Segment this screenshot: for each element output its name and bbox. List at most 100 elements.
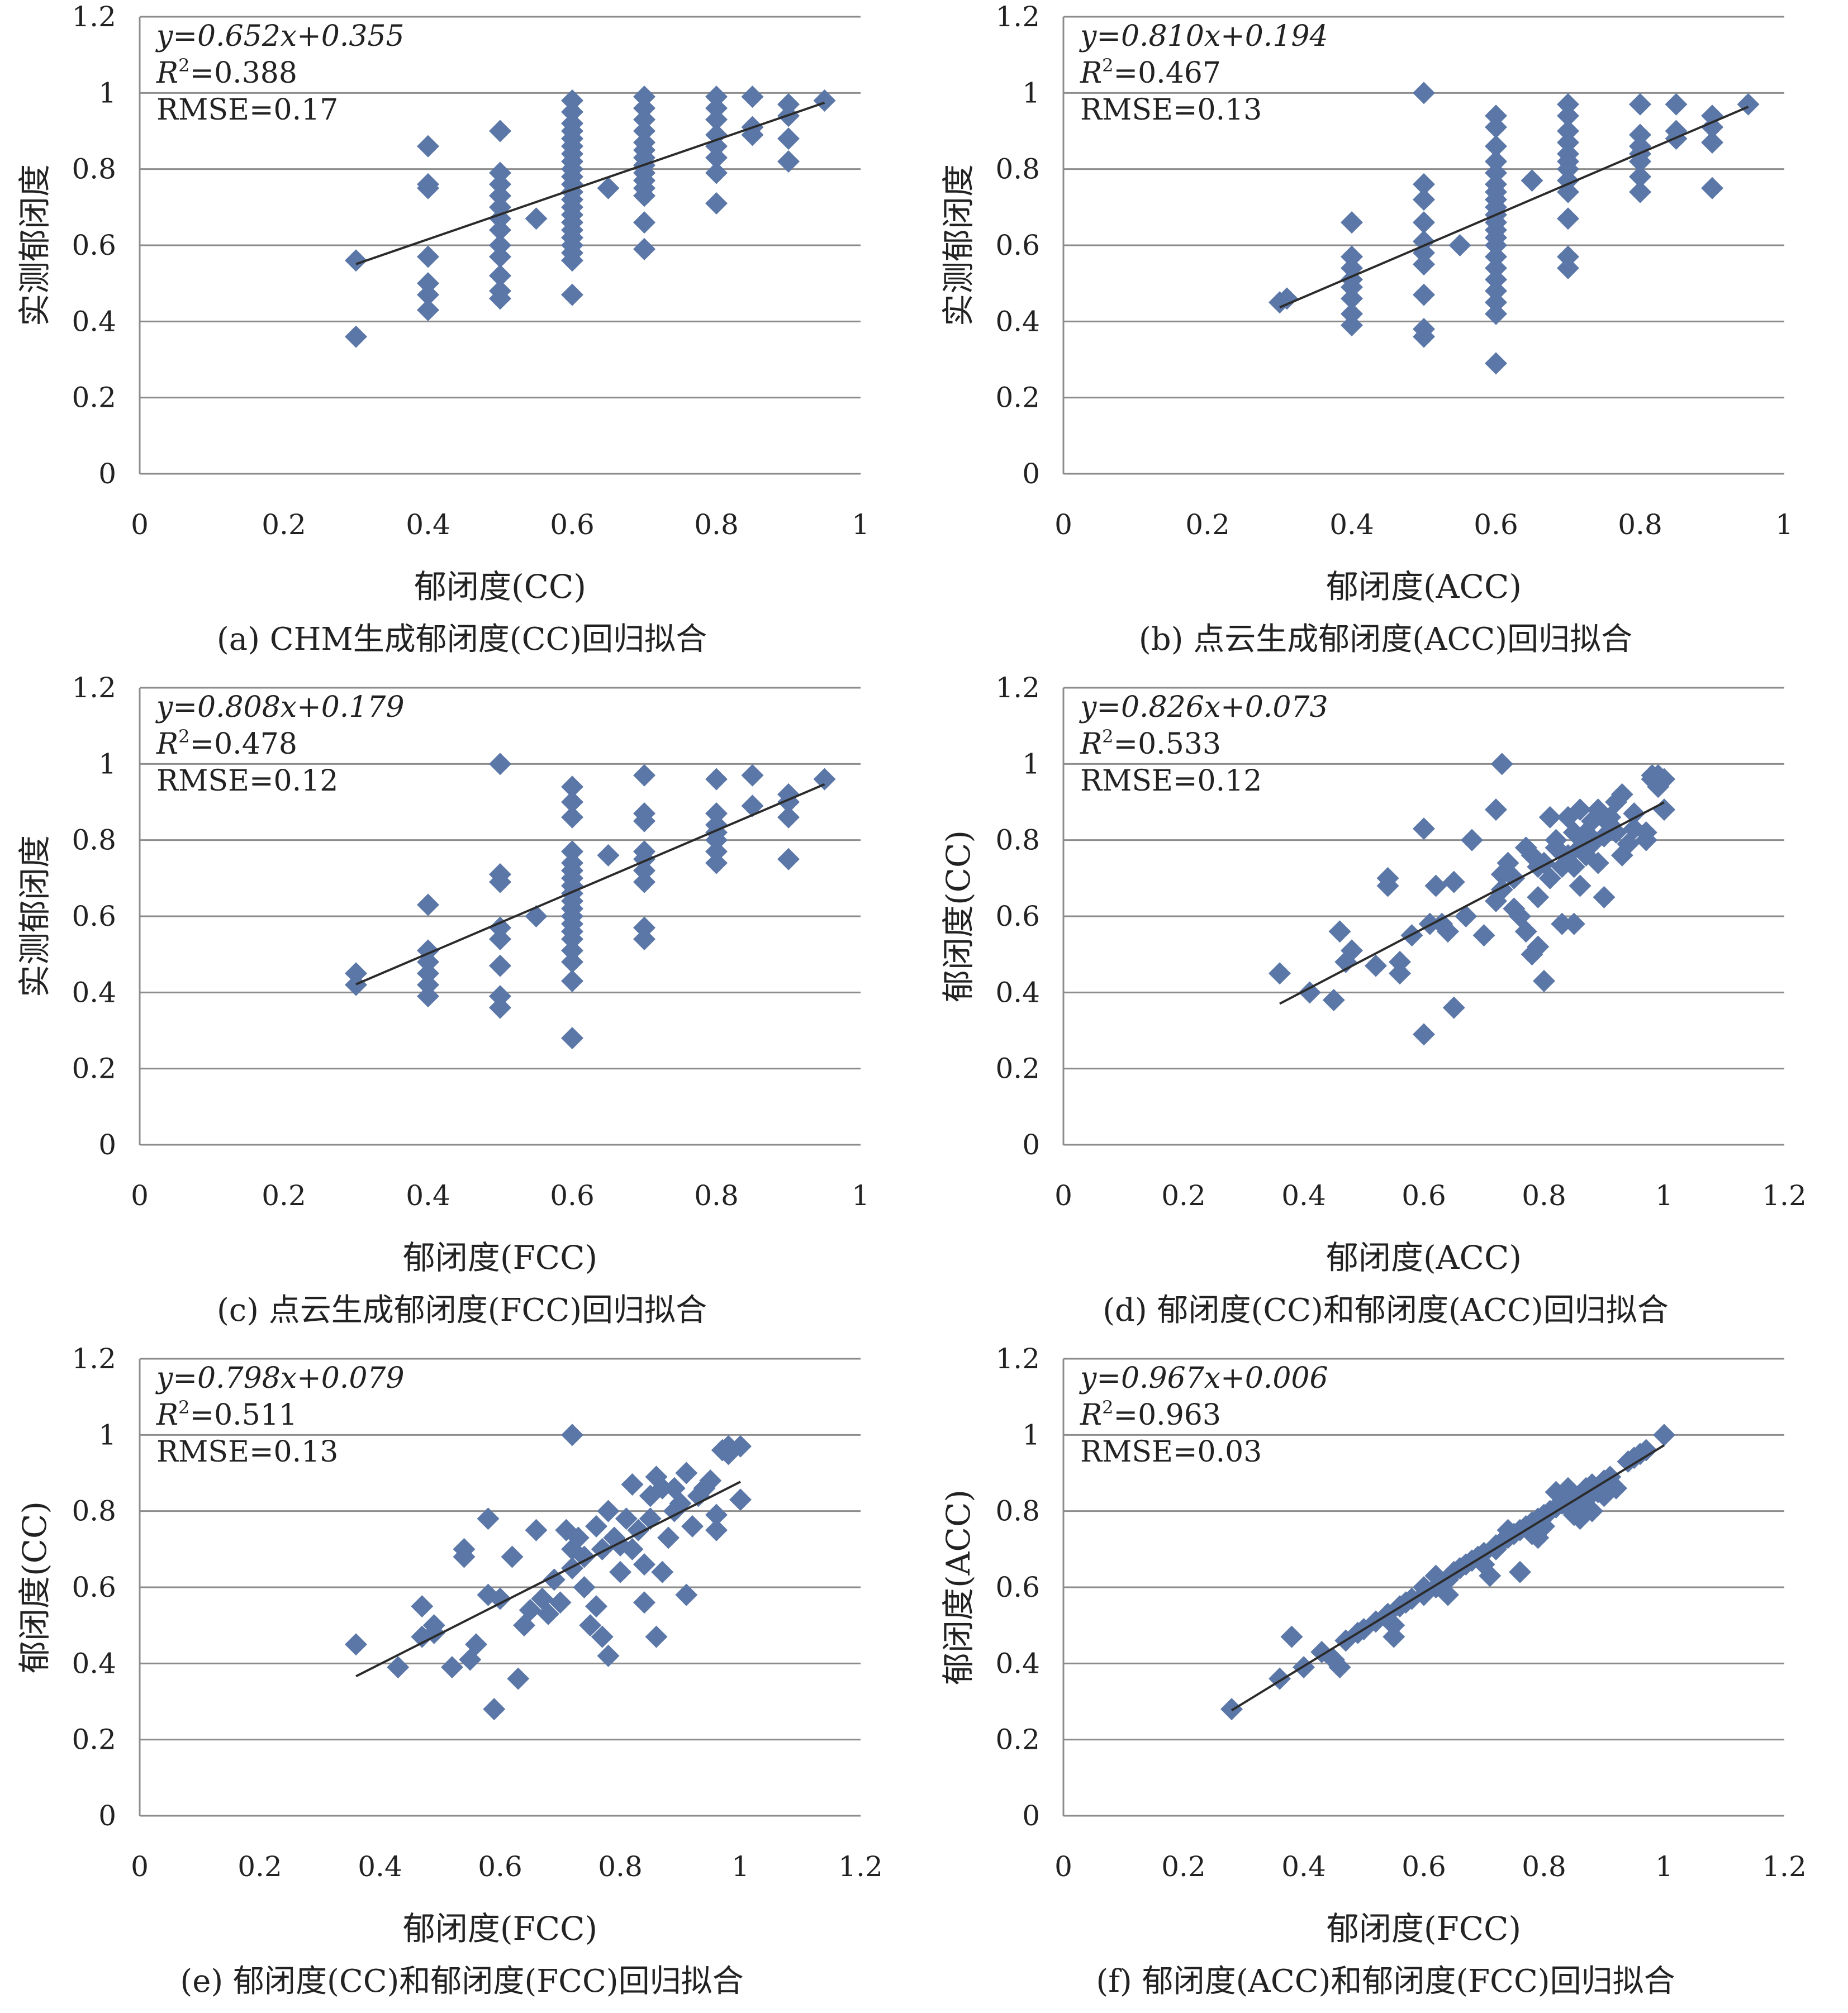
data-point [1413,1576,1435,1598]
x-tick-label: 0.2 [1161,1850,1206,1883]
data-point [1341,287,1363,310]
chart-panel-c: 0 0.2 0.4 0.6 0.8 1 1.2 0 0.2 0.4 0.6 0.8 1 郁闭度(FCC) 实… [0,671,924,1342]
scatter-plot-c: 0 0.2 0.4 0.6 0.8 1 1.2 0 0.2 0.4 0.6 0.8 1 郁闭度(FCC) 实… [16,672,870,1277]
x-axis-title: 郁闭度(FCC) [403,1239,597,1277]
data-point [417,973,439,996]
y-tick-label: 0.2 [995,1053,1040,1085]
data-point [1413,283,1435,306]
x-tick-label: 0.8 [1618,508,1662,541]
x-tick-label: 1 [731,1850,749,1883]
data-point [1413,1023,1435,1046]
data-point [489,234,511,256]
data-point [1328,920,1351,943]
data-point [561,939,583,962]
y-axis-title: 实测郁闭度 [16,835,54,997]
equation-label: y=0.808x+0.179 [155,691,405,724]
data-point [741,794,764,817]
data-point [1701,131,1723,154]
x-tick-label: 0.2 [1185,508,1230,541]
data-point [489,161,511,184]
data-point [1341,939,1363,962]
y-tick-label: 0.8 [995,1495,1040,1527]
y-tick-label: 0.8 [72,824,116,856]
x-tick-label: 0.6 [1402,1850,1446,1883]
data-point [777,93,800,116]
data-point [525,207,548,230]
data-point [681,1515,704,1538]
data-point [633,927,655,950]
data-point [1485,291,1507,314]
data-point [561,775,583,798]
data-point [633,211,655,234]
data-point [1485,352,1507,375]
x-tick-label: 0.6 [550,508,595,541]
y-tick-label: 0.8 [995,824,1040,856]
scatter-plot-d: 0 0.2 0.4 0.6 0.8 1 1.2 0 0.2 0.4 0.6 0.8 1 1.2 郁闭度(AC… [939,672,1807,1277]
regression-line [355,783,825,986]
equation-label: y=0.798x+0.079 [155,1362,405,1395]
data-point [1629,180,1651,203]
data-point [417,135,439,158]
data-point [1701,116,1723,139]
y-tick-label: 0.2 [72,1053,116,1085]
data-point [417,272,439,295]
data-point [525,1519,548,1541]
data-point [387,1656,410,1679]
y-tick-label: 1.2 [995,1343,1040,1375]
data-point [1365,954,1387,977]
data-point [813,768,836,791]
data-point [1413,173,1435,196]
data-point [729,1435,752,1458]
data-point [1557,158,1579,180]
data-point [633,108,655,131]
y-tick-label: 0.8 [72,153,116,185]
data-point [549,1591,572,1614]
caption-e: (e) 郁闭度(CC)和郁闭度(FCC)回归拟合 [180,1963,744,2000]
data-point [1551,855,1574,878]
y-axis-title: 实测郁闭度 [939,164,977,326]
data-point [417,177,439,199]
data-point [1593,1484,1616,1507]
data-point [1383,1625,1405,1648]
data-point [1341,314,1363,337]
equation-label: y=0.967x+0.006 [1079,1362,1328,1395]
data-point [705,802,728,825]
data-point [1341,245,1363,268]
data-point [1635,1439,1657,1462]
data-point [1527,935,1550,958]
data-point [597,1644,620,1667]
data-point [1485,150,1507,173]
data-point [1448,234,1471,256]
data-point [1599,813,1622,836]
y-tick-label: 0 [98,1800,116,1832]
x-tick-label: 0 [131,1179,149,1212]
data-point [1557,256,1579,279]
y-tick-label: 0.6 [995,1571,1040,1603]
data-point [483,1698,506,1721]
data-point [561,806,583,829]
data-point [411,1595,434,1618]
x-tick-label: 0.4 [1281,1850,1326,1883]
data-point [633,1553,655,1576]
data-point [1605,821,1627,844]
x-tick-label: 0.8 [694,508,739,541]
rmse-label: RMSE=0.13 [1080,93,1262,127]
y-tick-label: 0.6 [995,900,1040,932]
data-point [417,245,439,268]
chart-panel-e: 0 0.2 0.4 0.6 0.8 1 1.2 0 0.2 0.4 0.6 0.8 1 1.2 郁闭度(FC… [0,1342,924,2013]
x-tick-label: 0.4 [406,1179,450,1212]
chart-panel-b: 0 0.2 0.4 0.6 0.8 1 1.2 0 0.2 0.4 0.6 0.8 1 郁闭度(ACC) 实… [924,0,1847,671]
equation-label: y=0.810x+0.194 [1079,20,1328,53]
y-tick-label: 0.4 [72,976,116,1008]
y-tick-label: 0.4 [995,976,1040,1008]
data-point [1611,783,1633,806]
data-point [651,1560,674,1583]
data-point [567,1526,590,1549]
data-point [1538,867,1561,889]
data-point [1485,279,1507,302]
data-point [705,840,728,863]
data-point [561,927,583,950]
data-point [585,1595,607,1618]
data-point [1485,104,1507,127]
y-tick-label: 0.2 [72,382,116,414]
